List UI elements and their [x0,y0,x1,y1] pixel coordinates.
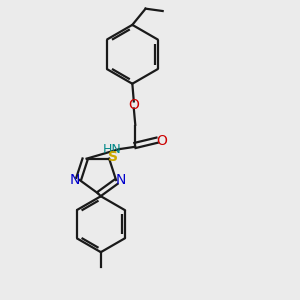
Text: N: N [70,173,80,187]
Text: N: N [116,173,126,187]
Text: O: O [128,98,139,112]
Text: S: S [108,150,118,164]
Text: HN: HN [103,142,122,156]
Text: O: O [156,134,167,148]
